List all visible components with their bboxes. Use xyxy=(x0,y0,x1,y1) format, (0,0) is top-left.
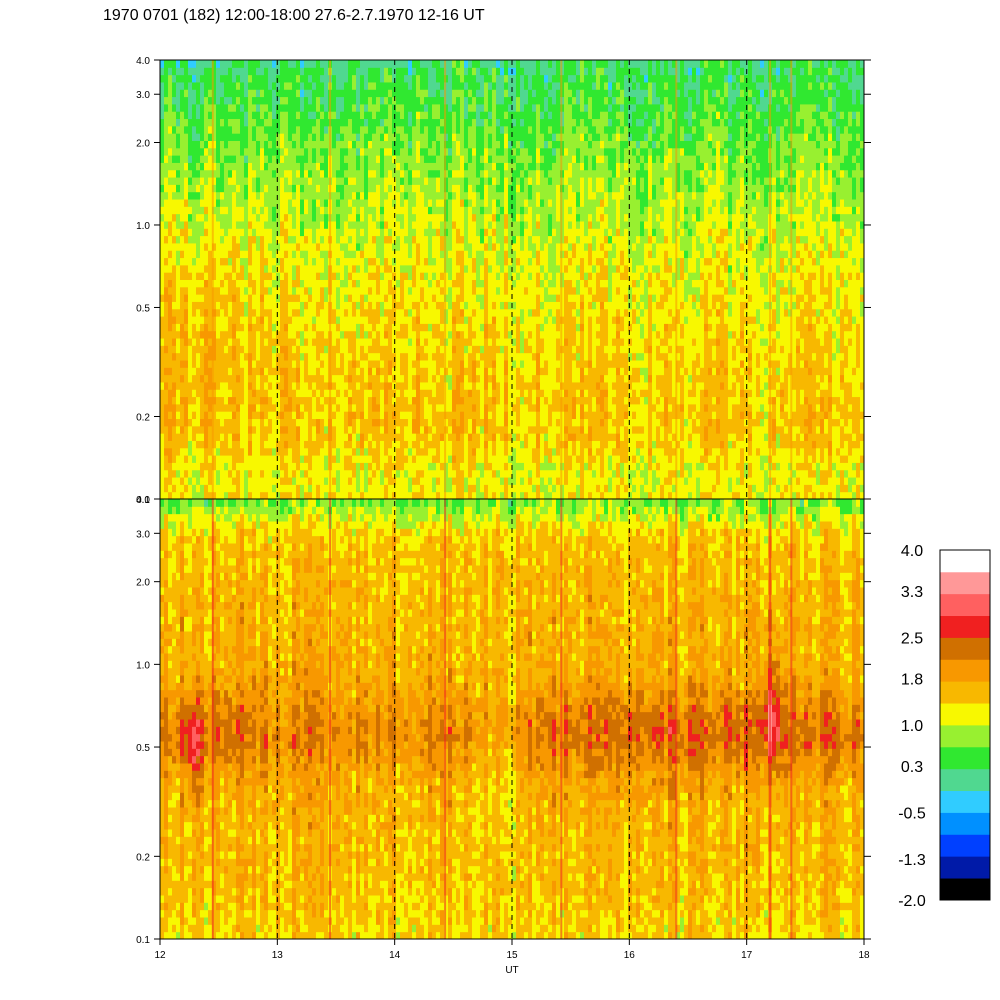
spectral-streak xyxy=(211,60,214,499)
spectral-streak xyxy=(560,60,563,499)
colorbar-tick-label: 0.3 xyxy=(901,759,923,776)
y-tick-label: 0.5 xyxy=(136,743,150,754)
colorbar-swatch xyxy=(940,637,990,660)
colorbar-swatch xyxy=(940,878,990,901)
colorbar-swatch xyxy=(940,593,990,617)
x-tick-label: 12 xyxy=(154,950,166,961)
colorbar-swatch xyxy=(940,768,990,792)
top-panel-heatmap xyxy=(160,60,864,499)
colorbar-swatch xyxy=(940,790,990,813)
colorbar-tick-label: -2.0 xyxy=(898,893,926,910)
y-tick-label: 4.0 xyxy=(136,56,150,67)
colorbar-swatch xyxy=(940,703,990,726)
colorbar-tick-label: 3.3 xyxy=(901,584,923,601)
y-tick-label: 3.0 xyxy=(136,90,150,101)
spectral-streak xyxy=(211,499,214,939)
spectral-streak xyxy=(444,499,447,939)
spectral-streak xyxy=(769,60,772,499)
x-tick-label: 18 xyxy=(858,950,870,961)
colorbar: 4.0 3.3 2.5 1.8 1.0 0.3 -0.5 -1.3 -2.0 xyxy=(898,543,991,910)
spectral-streak xyxy=(790,60,793,499)
x-tick-label: 16 xyxy=(624,950,636,961)
spectral-streak xyxy=(675,499,678,939)
y-tick-label: 2.0 xyxy=(136,578,150,589)
chart-title: 1970 0701 (182) 12:00-18:00 27.6-2.7.197… xyxy=(103,7,485,24)
x-tick-label: 17 xyxy=(741,950,753,961)
colorbar-tick-label: -1.3 xyxy=(898,852,926,869)
x-axis-ticks: 12 13 14 15 16 17 18 xyxy=(154,939,870,961)
colorbar-tick-label: -0.5 xyxy=(898,806,926,823)
colorbar-swatch xyxy=(940,856,990,879)
x-tick-label: 13 xyxy=(272,950,284,961)
y-tick-label: 4.0 xyxy=(136,495,150,506)
y-axis-ticks: 4.03.02.01.00.50.20.14.03.02.01.00.50.20… xyxy=(136,56,871,946)
y-tick-label: 2.0 xyxy=(136,139,150,150)
colorbar-tick-label: 2.5 xyxy=(901,631,923,648)
x-axis-label: UT xyxy=(505,965,518,976)
colorbar-swatch xyxy=(940,834,990,857)
colorbar-tick-label: 1.8 xyxy=(901,671,923,688)
spectral-streak xyxy=(769,499,772,939)
colorbar-swatch xyxy=(940,725,990,748)
y-tick-label: 0.1 xyxy=(136,495,150,506)
colorbar-swatch xyxy=(940,681,990,704)
colorbar-swatch xyxy=(940,550,990,573)
colorbar-swatch xyxy=(940,746,990,770)
bottom-panel-heatmap xyxy=(160,499,864,939)
spectral-streak xyxy=(675,60,678,499)
hour-divider-lines xyxy=(276,60,748,939)
colorbar-swatch xyxy=(940,812,990,835)
spectral-streak xyxy=(790,499,793,939)
x-tick-label: 15 xyxy=(506,950,518,961)
colorbar-swatch xyxy=(940,659,990,682)
spectral-streak xyxy=(329,60,332,499)
spectral-streak xyxy=(444,60,447,499)
y-tick-label: 0.5 xyxy=(136,304,150,315)
y-tick-label: 0.2 xyxy=(136,413,150,424)
colorbar-frame xyxy=(939,549,991,901)
colorbar-tick-label: 4.0 xyxy=(901,543,923,560)
y-tick-label: 0.1 xyxy=(136,935,150,946)
colorbar-swatch xyxy=(940,571,990,595)
y-tick-label: 1.0 xyxy=(136,660,150,671)
x-tick-label: 14 xyxy=(389,950,401,961)
colorbar-tick-label: 1.0 xyxy=(901,718,923,735)
colorbar-swatch xyxy=(940,615,990,638)
y-tick-label: 0.2 xyxy=(136,852,150,863)
y-tick-label: 1.0 xyxy=(136,221,150,232)
spectral-streak xyxy=(560,499,563,939)
spectral-streak xyxy=(329,499,332,939)
y-tick-label: 3.0 xyxy=(136,529,150,540)
